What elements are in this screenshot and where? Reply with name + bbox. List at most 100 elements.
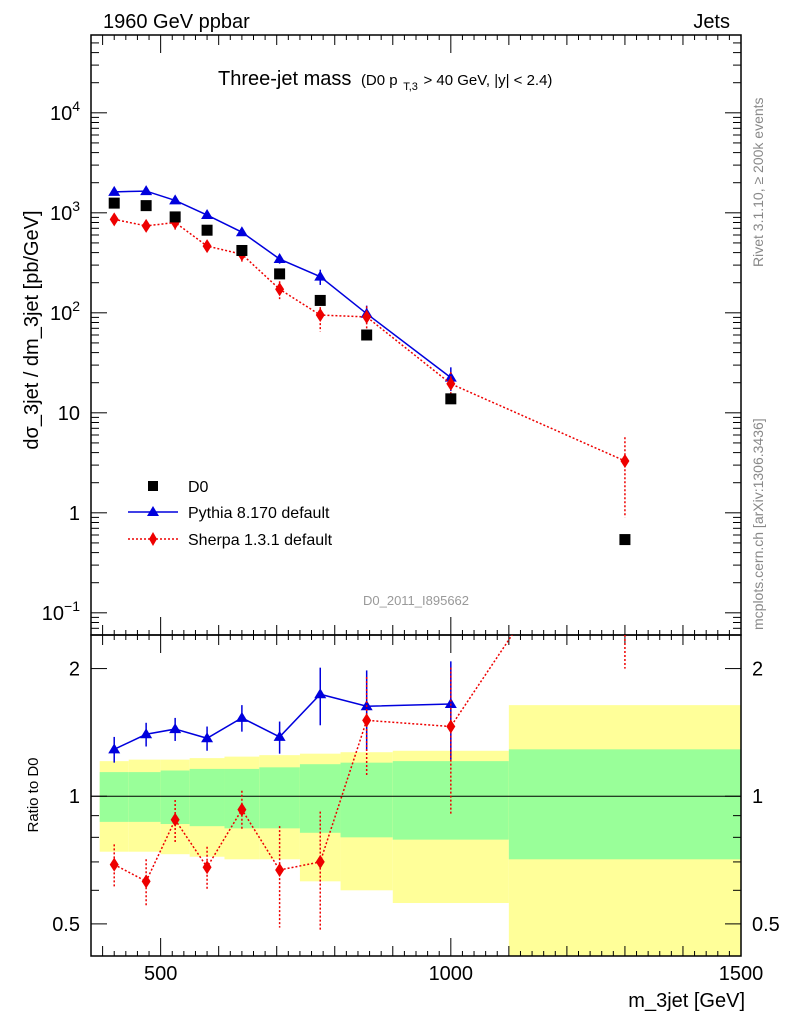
sherpa-marker bbox=[202, 239, 212, 254]
pythia-marker bbox=[140, 185, 153, 196]
y-ratio-tick-label-left: 2 bbox=[69, 659, 80, 681]
ratio-sherpa-marker bbox=[362, 713, 372, 728]
y-ratio-tick-label-right: 0.5 bbox=[752, 914, 780, 936]
x-tick-label: 1000 bbox=[429, 963, 474, 985]
y-main-tick-label: 1 bbox=[69, 503, 80, 525]
legend-pythia-marker bbox=[147, 506, 159, 516]
y-main-tick-exp: 2 bbox=[72, 298, 80, 314]
y-ratio-tick-label-right: 2 bbox=[752, 659, 763, 681]
ratio-sherpa-marker bbox=[109, 857, 119, 872]
title-cut-sub: T,3 bbox=[403, 81, 418, 93]
d0-marker bbox=[314, 294, 326, 306]
energy-label: 1960 GeV ppbar bbox=[103, 11, 250, 33]
d0-marker bbox=[274, 268, 286, 280]
band-inner-5 bbox=[259, 767, 300, 829]
ratio-sherpa-marker bbox=[275, 862, 285, 877]
sherpa-marker bbox=[315, 308, 325, 323]
sherpa-marker bbox=[620, 453, 630, 468]
y-main-tick-label: 10−1 bbox=[42, 598, 80, 625]
title-cut-pre: (D0 p bbox=[361, 72, 398, 89]
pythia-marker bbox=[201, 209, 214, 220]
legend-d0-marker bbox=[148, 481, 158, 491]
side-source: mcplots.cern.ch [arXiv:1306.3436] bbox=[750, 418, 766, 630]
pythia-marker bbox=[169, 194, 182, 205]
d0-marker bbox=[361, 329, 373, 341]
pythia-marker bbox=[273, 253, 286, 264]
y-main-tick-label: 104 bbox=[50, 98, 80, 125]
ratio-sherpa-marker bbox=[237, 802, 247, 817]
y-main-tick-base: 1 bbox=[69, 503, 80, 525]
ratio-pythia-marker bbox=[140, 728, 153, 739]
ratio-pythia-line bbox=[113, 693, 451, 751]
y-main-tick-exp: 4 bbox=[72, 98, 80, 114]
d0-marker bbox=[445, 393, 457, 405]
ratio-pythia-marker bbox=[444, 698, 457, 709]
analysis-id: D0_2011_I895662 bbox=[363, 593, 469, 608]
y-main-tick-base: 10 bbox=[50, 303, 72, 325]
ratio-sherpa-marker bbox=[170, 812, 180, 827]
ylabel-main: dσ_3jet / dm_3jet [pb/GeV] bbox=[21, 210, 43, 449]
pythia-marker bbox=[314, 270, 327, 281]
side-rivet: Rivet 3.1.10, ≥ 200k events bbox=[750, 97, 766, 267]
band-inner-3 bbox=[189, 768, 225, 827]
band-inner-6 bbox=[299, 764, 341, 833]
d0-marker bbox=[236, 244, 248, 256]
sherpa-marker bbox=[362, 309, 372, 324]
legend-sherpa-label: Sherpa 1.3.1 default bbox=[188, 532, 333, 549]
ratio-sherpa-marker bbox=[446, 719, 456, 734]
d0-marker bbox=[169, 211, 181, 223]
sherpa-marker bbox=[446, 376, 456, 391]
y-ratio-tick-label-left: 1 bbox=[69, 786, 80, 808]
title-cut-post: > 40 GeV, |y| < 2.4) bbox=[423, 72, 552, 89]
chart-title: Three-jet mass (D0 p T,3 > 40 GeV, |y| <… bbox=[218, 68, 552, 95]
legend: D0 Pythia 8.170 default Sherpa 1.3.1 def… bbox=[128, 479, 333, 549]
y-ratio-tick-label-left: 0.5 bbox=[52, 914, 80, 936]
legend-sherpa-marker bbox=[149, 532, 157, 546]
sherpa-line bbox=[114, 218, 626, 462]
legend-d0-label: D0 bbox=[188, 479, 209, 496]
ratio-sherpa-marker bbox=[315, 854, 325, 869]
y-main-tick-label: 10 bbox=[58, 403, 80, 425]
y-main-tick-exp: 3 bbox=[72, 198, 80, 214]
axis-ticks bbox=[91, 34, 742, 956]
ratio-pythia-marker bbox=[235, 711, 248, 722]
sherpa-marker bbox=[109, 212, 119, 227]
y-main-tick-exp: −1 bbox=[64, 598, 80, 614]
y-main-tick-base: 10 bbox=[58, 403, 80, 425]
y-main-tick-base: 10 bbox=[50, 203, 72, 225]
band-inner-0 bbox=[99, 772, 129, 822]
band-inner-9 bbox=[508, 749, 741, 860]
pythia-marker bbox=[108, 185, 121, 196]
d0-marker bbox=[108, 197, 120, 209]
ratio-pythia-marker bbox=[169, 723, 182, 734]
y-main-tick-base: 10 bbox=[42, 603, 64, 625]
process-label: Jets bbox=[693, 11, 730, 33]
y-main-tick-base: 10 bbox=[50, 103, 72, 125]
xlabel: m_3jet [GeV] bbox=[628, 990, 745, 1012]
d0-marker bbox=[201, 224, 213, 236]
band-inner-4 bbox=[224, 768, 260, 829]
ratio-pythia-marker bbox=[314, 688, 327, 699]
main-series bbox=[108, 185, 631, 546]
pythia-line bbox=[114, 190, 452, 379]
ratio-sherpa-marker bbox=[202, 860, 212, 875]
legend-pythia-label: Pythia 8.170 default bbox=[188, 505, 330, 522]
d0-marker bbox=[140, 200, 152, 212]
y-main-tick-label: 102 bbox=[50, 298, 80, 325]
y-main-tick-label: 103 bbox=[50, 198, 80, 225]
ratio-pythia-marker bbox=[108, 743, 121, 754]
ratio-pythia-marker bbox=[273, 730, 286, 741]
band-inner-1 bbox=[128, 772, 161, 822]
sherpa-marker bbox=[141, 218, 151, 233]
title-main: Three-jet mass bbox=[218, 68, 351, 90]
pythia-marker bbox=[235, 226, 248, 237]
x-tick-label: 1500 bbox=[719, 963, 764, 985]
uncertainty-bands bbox=[99, 705, 741, 956]
ratio-series bbox=[108, 635, 626, 932]
ratio-sherpa-line bbox=[113, 635, 513, 883]
sherpa-marker bbox=[275, 282, 285, 297]
ratio-sherpa-marker bbox=[141, 874, 151, 889]
x-tick-label: 500 bbox=[144, 963, 177, 985]
